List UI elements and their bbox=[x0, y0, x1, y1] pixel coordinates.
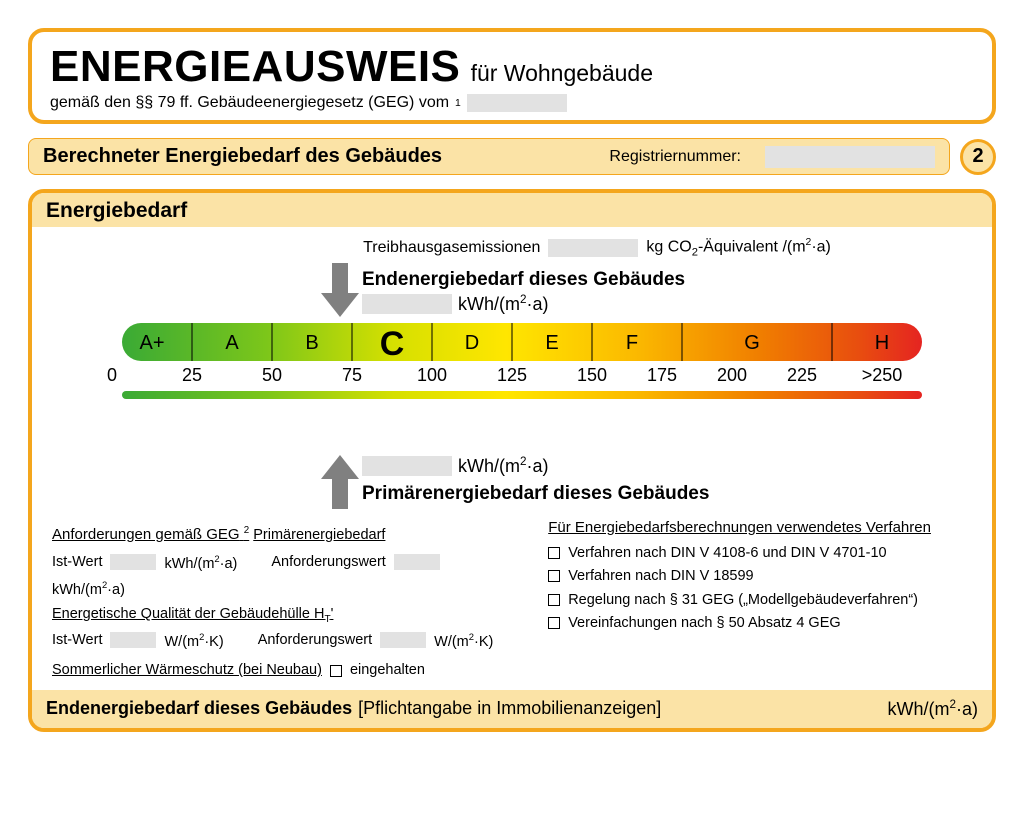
main-box: Energiebedarf Treibhausgasemissionen kg … bbox=[28, 189, 996, 732]
svg-text:B: B bbox=[305, 332, 318, 354]
summer-heat-checkbox[interactable] bbox=[330, 665, 342, 677]
anforderung-field-2 bbox=[380, 632, 426, 648]
header-date-field bbox=[467, 94, 567, 112]
details-left: Anforderungen gemäß GEG 2 Primärenergieb… bbox=[52, 519, 518, 678]
svg-text:150: 150 bbox=[577, 365, 607, 385]
ist-wert-field-2 bbox=[110, 632, 156, 648]
subheader-bar: Berechneter Energiebedarf des Gebäudes R… bbox=[28, 138, 950, 175]
energy-scale-chart: A+ A B C D E F G H 0 25 50 75 100 125 150 175 200 225 >250 bbox=[62, 321, 932, 403]
procedure-item: Regelung nach § 31 GEG („Modellgebäudeve… bbox=[548, 591, 972, 611]
svg-text:225: 225 bbox=[787, 365, 817, 385]
page-number-circle: 2 bbox=[960, 139, 996, 175]
svg-text:75: 75 bbox=[342, 365, 362, 385]
arrow-down-icon bbox=[319, 263, 361, 319]
primary-energy-unit: kWh/(m2·a) bbox=[458, 455, 549, 477]
svg-text:G: G bbox=[744, 332, 760, 354]
procedure-checkbox[interactable] bbox=[548, 617, 560, 629]
envelope-quality-label: Energetische Qualität der Gebäudehülle H… bbox=[52, 606, 333, 625]
bottom-title: Endenergiebedarf dieses Gebäudes bbox=[46, 698, 352, 719]
arrow-up-icon bbox=[319, 453, 361, 509]
subheader-title: Berechneter Energiebedarf des Gebäudes bbox=[43, 145, 442, 168]
energy-scale-area: Endenergiebedarf dieses Gebäudes kWh/(m2… bbox=[62, 263, 962, 513]
procedure-heading: Für Energiebedarfsberechnungen verwendet… bbox=[548, 519, 931, 536]
ghg-line: Treibhausgasemissionen kg CO2-Äquivalent… bbox=[52, 237, 972, 259]
procedure-text: Regelung nach § 31 GEG („Modellgebäudeve… bbox=[568, 591, 918, 611]
ist-wert-field-1 bbox=[110, 554, 156, 570]
bottom-bar: Endenergiebedarf dieses Gebäudes [Pflich… bbox=[32, 690, 992, 728]
summer-heat-row: Sommerlicher Wärmeschutz (bei Neubau) ei… bbox=[52, 662, 518, 678]
ghg-unit: kg CO2-Äquivalent /(m2·a) bbox=[646, 237, 831, 259]
registration-label: Registriernummer: bbox=[609, 148, 741, 166]
procedure-list: Verfahren nach DIN V 4108-6 und DIN V 47… bbox=[548, 544, 972, 634]
primary-energy-row-label: Primärenergiebedarf bbox=[253, 527, 385, 543]
end-energy-label: Endenergiebedarf dieses Gebäudes bbox=[362, 269, 685, 291]
svg-text:0: 0 bbox=[107, 365, 117, 385]
end-energy-value-field bbox=[362, 294, 452, 314]
svg-text:125: 125 bbox=[497, 365, 527, 385]
header-title-line: ENERGIEAUSWEIS für Wohngebäude bbox=[50, 42, 974, 92]
details-right: Für Energiebedarfsberechnungen verwendet… bbox=[548, 519, 972, 678]
details-section: Anforderungen gemäß GEG 2 Primärenergieb… bbox=[52, 519, 972, 678]
main-body: Treibhausgasemissionen kg CO2-Äquivalent… bbox=[32, 227, 992, 690]
header-title: ENERGIEAUSWEIS bbox=[50, 42, 460, 91]
primary-energy-values: Ist-Wert kWh/(m2·a) Anforderungswert kWh… bbox=[52, 553, 518, 599]
svg-text:25: 25 bbox=[182, 365, 202, 385]
registration-field bbox=[765, 146, 935, 168]
svg-text:C: C bbox=[380, 325, 405, 363]
procedure-item: Verfahren nach DIN V 18599 bbox=[548, 567, 972, 587]
primary-energy-value-field bbox=[362, 456, 452, 476]
subheader-row: Berechneter Energiebedarf des Gebäudes R… bbox=[28, 138, 996, 175]
procedure-checkbox[interactable] bbox=[548, 594, 560, 606]
ghg-value-field bbox=[548, 239, 638, 257]
header-box: ENERGIEAUSWEIS für Wohngebäude gemäß den… bbox=[28, 28, 996, 124]
requirements-heading: Anforderungen gemäß GEG 2 bbox=[52, 525, 249, 543]
end-energy-unit: kWh/(m2·a) bbox=[458, 293, 549, 315]
header-footnote-marker: 1 bbox=[455, 98, 461, 109]
svg-text:E: E bbox=[545, 332, 558, 354]
procedure-item: Verfahren nach DIN V 4108-6 und DIN V 47… bbox=[548, 544, 972, 564]
svg-text:>250: >250 bbox=[862, 365, 903, 385]
svg-text:50: 50 bbox=[262, 365, 282, 385]
end-energy-value-row: kWh/(m2·a) bbox=[362, 293, 549, 315]
svg-text:H: H bbox=[875, 332, 889, 354]
svg-text:A+: A+ bbox=[139, 332, 164, 354]
svg-text:100: 100 bbox=[417, 365, 447, 385]
section-title: Energiebedarf bbox=[32, 193, 992, 227]
svg-text:D: D bbox=[465, 332, 479, 354]
bottom-unit: kWh/(m2·a) bbox=[887, 698, 978, 720]
procedure-checkbox[interactable] bbox=[548, 570, 560, 582]
header-subline: gemäß den §§ 79 ff. Gebäudeenergiegesetz… bbox=[50, 94, 974, 112]
primary-energy-value-row: kWh/(m2·a) bbox=[362, 455, 549, 477]
svg-text:175: 175 bbox=[647, 365, 677, 385]
header-subtitle: für Wohngebäude bbox=[471, 60, 653, 86]
svg-text:A: A bbox=[225, 332, 239, 354]
ghg-label: Treibhausgasemissionen bbox=[363, 239, 540, 257]
procedure-text: Verfahren nach DIN V 18599 bbox=[568, 567, 753, 587]
primary-energy-label: Primärenergiebedarf dieses Gebäudes bbox=[362, 483, 709, 505]
anforderung-field-1 bbox=[394, 554, 440, 570]
procedure-checkbox[interactable] bbox=[548, 547, 560, 559]
envelope-quality-values: Ist-Wert W/(m2·K) Anforderungswert W/(m2… bbox=[52, 631, 518, 650]
svg-text:200: 200 bbox=[717, 365, 747, 385]
procedure-item: Vereinfachungen nach § 50 Absatz 4 GEG bbox=[548, 614, 972, 634]
header-subline-text: gemäß den §§ 79 ff. Gebäudeenergiegesetz… bbox=[50, 94, 449, 112]
bottom-paren: [Pflichtangabe in Immobilienanzeigen] bbox=[358, 698, 661, 719]
svg-text:F: F bbox=[626, 332, 638, 354]
procedure-text: Verfahren nach DIN V 4108-6 und DIN V 47… bbox=[568, 544, 886, 564]
procedure-text: Vereinfachungen nach § 50 Absatz 4 GEG bbox=[568, 614, 840, 634]
page-number: 2 bbox=[972, 145, 983, 168]
